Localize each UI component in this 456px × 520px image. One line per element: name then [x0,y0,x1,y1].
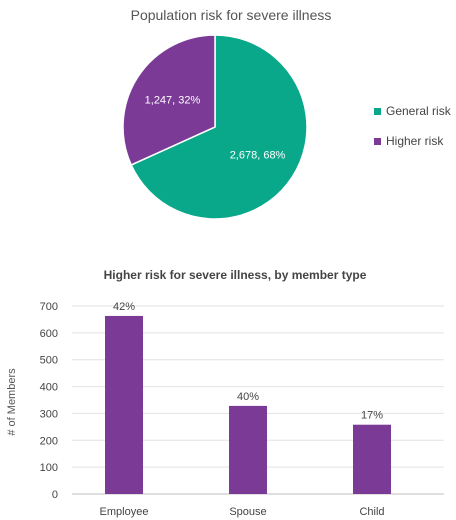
y-tick-label: 100 [40,462,58,474]
y-tick-label: 0 [52,489,58,501]
x-tick-label: Child [359,506,384,518]
legend-entry: General risk [386,104,452,118]
bar-chart-x-axis: Employee Spouse Child [100,506,385,518]
pie-data-label: 2,678, 68% [230,149,286,161]
x-tick-label: Spouse [229,506,266,518]
bar-chart-title: Higher risk for severe illness, by membe… [104,268,367,282]
y-tick-label: 300 [40,408,58,420]
bar-spouse [229,405,267,494]
bar-data-label: 42% [113,301,135,313]
pie-data-label: 1,247, 32% [145,95,201,107]
pie-chart: 2,678, 68% 1,247, 32% [122,34,308,220]
y-tick-label: 700 [40,301,58,313]
pie-slice-higher-risk [122,34,216,166]
bar-chart-y-axis-label: # of Members [6,368,18,436]
pie-slice-general-risk [130,34,308,220]
y-tick-label: 500 [40,355,58,367]
bar-chart-bars: 42% 40% 17% [105,301,391,494]
bar-chart-y-axis: 0 100 200 300 400 500 600 700 [40,301,58,501]
pie-legend: General risk Higher risk [374,104,452,148]
y-tick-label: 200 [40,435,58,447]
legend-entry: Higher risk [386,134,444,148]
bar-child [353,424,391,494]
legend-swatch [374,138,381,145]
legend-swatch [374,108,381,115]
x-tick-label: Employee [100,506,149,518]
bar-data-label: 17% [361,410,383,422]
bar-employee [105,315,143,494]
bar-data-label: 40% [237,391,259,403]
y-tick-label: 600 [40,328,58,340]
pie-chart-title: Population risk for severe illness [131,7,332,23]
y-tick-label: 400 [40,382,58,394]
